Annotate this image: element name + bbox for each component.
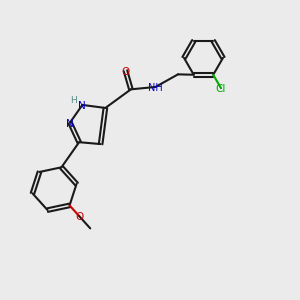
Text: NH: NH <box>148 83 163 93</box>
Text: N: N <box>79 101 86 111</box>
Text: N: N <box>66 118 74 129</box>
Text: Cl: Cl <box>216 84 226 94</box>
Text: O: O <box>122 67 130 77</box>
Text: O: O <box>75 212 83 222</box>
Text: H: H <box>70 96 77 105</box>
